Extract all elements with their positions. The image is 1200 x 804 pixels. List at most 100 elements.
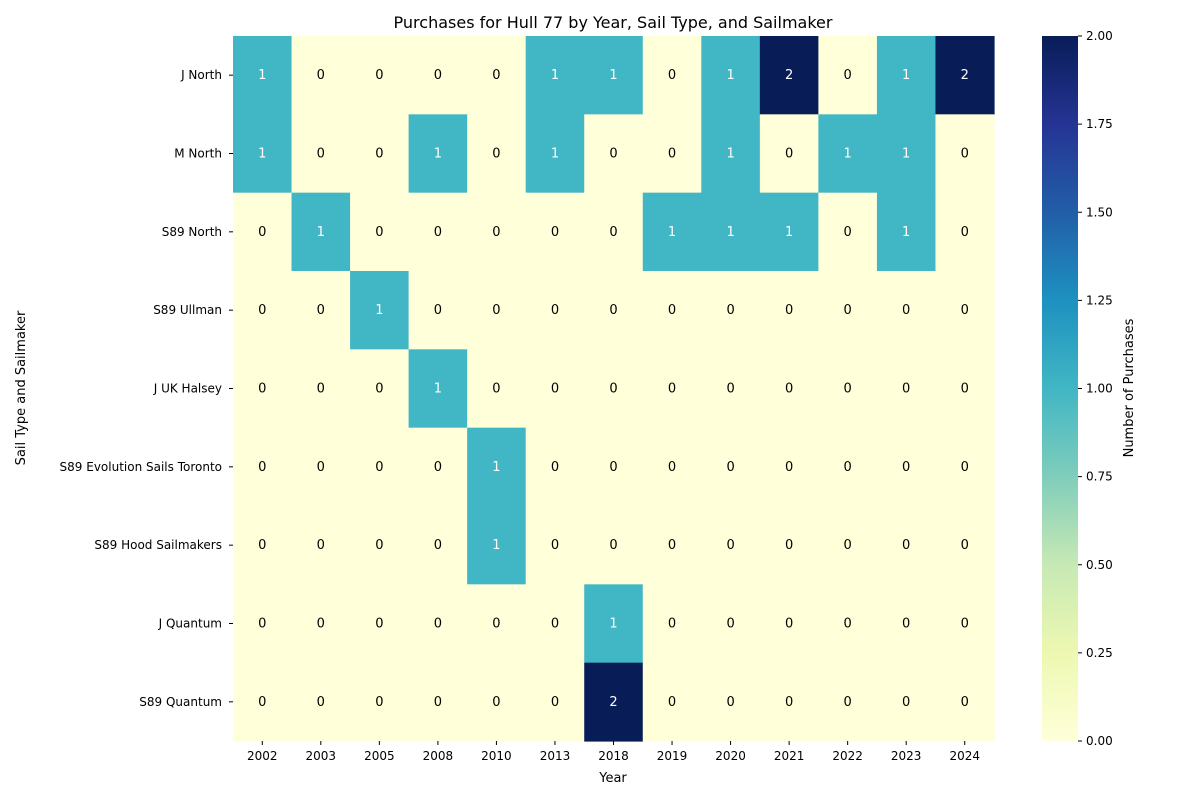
heatmap-cell bbox=[291, 506, 351, 585]
heatmap-cell bbox=[408, 114, 468, 194]
heatmap-cell bbox=[350, 427, 410, 507]
cell-value-label: 0 bbox=[258, 303, 266, 318]
cell-value-label: 1 bbox=[551, 68, 559, 83]
heatmap-cell bbox=[642, 36, 702, 115]
heatmap-cell bbox=[876, 506, 937, 585]
heatmap-cell bbox=[818, 584, 878, 664]
heatmap-cell bbox=[759, 662, 819, 742]
heatmap-cell bbox=[525, 271, 585, 350]
heatmap-cell bbox=[467, 427, 527, 507]
cell-value-label: 0 bbox=[375, 225, 383, 240]
cell-value-label: 1 bbox=[902, 147, 910, 162]
heatmap-cell bbox=[525, 662, 585, 742]
cell-value-label: 0 bbox=[726, 303, 734, 318]
cell-value-label: 2 bbox=[609, 695, 617, 710]
cell-value-label: 1 bbox=[609, 617, 617, 632]
cell-value-label: 0 bbox=[961, 617, 969, 632]
cell-value-label: 0 bbox=[668, 460, 676, 475]
cell-value-label: 0 bbox=[375, 460, 383, 475]
cell-value-label: 0 bbox=[258, 617, 266, 632]
cell-value-label: 0 bbox=[609, 538, 617, 553]
heatmap-cell bbox=[350, 349, 410, 429]
cell-value-label: 1 bbox=[317, 225, 325, 240]
cell-value-label: 0 bbox=[726, 538, 734, 553]
cell-value-label: 0 bbox=[726, 460, 734, 475]
heatmap-cell bbox=[584, 584, 644, 664]
y-tick-label: J UK Halsey bbox=[153, 382, 222, 396]
heatmap-cell bbox=[525, 427, 585, 507]
cell-value-label: 0 bbox=[492, 695, 500, 710]
colorbar-tick-label: 1.50 bbox=[1086, 205, 1113, 219]
heatmap-cell bbox=[876, 192, 937, 272]
colorbar-tick-label: 0.50 bbox=[1086, 558, 1113, 572]
cell-value-label: 0 bbox=[726, 695, 734, 710]
cell-value-label: 0 bbox=[902, 538, 910, 553]
heatmap-cell bbox=[701, 427, 761, 507]
heatmap-cell bbox=[350, 506, 410, 585]
y-axis-ticks: J North M North S89 North S89 Ullman J UK Ha… bbox=[60, 68, 233, 709]
heatmap-cell bbox=[642, 192, 702, 272]
cell-value-label: 1 bbox=[551, 147, 559, 162]
cell-value-label: 0 bbox=[668, 382, 676, 397]
x-tick-label: 2010 bbox=[481, 749, 512, 763]
cell-value-label: 0 bbox=[258, 460, 266, 475]
heatmap-cell bbox=[642, 349, 702, 429]
x-tick-label: 2022 bbox=[832, 749, 863, 763]
cell-value-label: 0 bbox=[375, 695, 383, 710]
cell-value-label: 0 bbox=[434, 225, 442, 240]
chart-title: Purchases for Hull 77 by Year, Sail Type… bbox=[394, 13, 833, 32]
cell-value-label: 0 bbox=[902, 695, 910, 710]
cell-value-label: 0 bbox=[844, 617, 852, 632]
cell-value-label: 0 bbox=[551, 538, 559, 553]
heatmap-cell bbox=[935, 36, 995, 115]
heatmap-cell bbox=[291, 271, 351, 350]
heatmap-cell bbox=[701, 584, 761, 664]
cell-value-label: 0 bbox=[434, 460, 442, 475]
heatmap-cell bbox=[408, 36, 468, 115]
x-tick-label: 2018 bbox=[598, 749, 629, 763]
cell-value-label: 0 bbox=[785, 303, 793, 318]
heatmap-cell bbox=[642, 271, 702, 350]
heatmap-cell bbox=[701, 271, 761, 350]
cell-value-label: 0 bbox=[609, 382, 617, 397]
cell-value-label: 0 bbox=[902, 303, 910, 318]
heatmap-cell bbox=[291, 427, 351, 507]
heatmap-cell bbox=[525, 192, 585, 272]
heatmap-cell bbox=[935, 427, 995, 507]
heatmap-cell bbox=[350, 271, 410, 350]
cell-value-label: 0 bbox=[551, 225, 559, 240]
cell-value-label: 0 bbox=[317, 382, 325, 397]
cell-value-label: 0 bbox=[317, 147, 325, 162]
heatmap-cell bbox=[642, 506, 702, 585]
heatmap-cell bbox=[759, 584, 819, 664]
cell-value-label: 0 bbox=[609, 147, 617, 162]
heatmap-cell bbox=[584, 36, 644, 115]
cell-value-label: 0 bbox=[668, 303, 676, 318]
cell-value-label: 1 bbox=[902, 225, 910, 240]
heatmap-cell bbox=[701, 192, 761, 272]
heatmap-cell bbox=[233, 114, 293, 194]
cell-value-label: 0 bbox=[434, 617, 442, 632]
heatmap-cell bbox=[759, 427, 819, 507]
colorbar-tick-label: 0.75 bbox=[1086, 470, 1113, 484]
heatmap-cell bbox=[350, 36, 410, 115]
heatmap-cell bbox=[818, 662, 878, 742]
cell-value-label: 0 bbox=[668, 68, 676, 83]
colorbar-tick-label: 1.25 bbox=[1086, 293, 1113, 307]
cell-value-label: 0 bbox=[492, 147, 500, 162]
heatmap-cell bbox=[233, 271, 293, 350]
cell-value-label: 0 bbox=[551, 382, 559, 397]
x-tick-label: 2019 bbox=[657, 749, 688, 763]
heatmap-cell bbox=[935, 192, 995, 272]
x-tick-label: 2008 bbox=[423, 749, 454, 763]
cell-value-label: 0 bbox=[785, 147, 793, 162]
cell-value-label: 0 bbox=[961, 303, 969, 318]
cell-value-label: 1 bbox=[375, 303, 383, 318]
heatmap-cell bbox=[291, 662, 351, 742]
heatmap-cell bbox=[350, 114, 410, 194]
colorbar-tick-label: 2.00 bbox=[1086, 29, 1113, 43]
heatmap-cell bbox=[350, 662, 410, 742]
x-axis-ticks: 2002 2003 2005 2008 2010 2013 2018 2019 2020 2021… bbox=[247, 741, 980, 763]
cell-value-label: 0 bbox=[902, 460, 910, 475]
heatmap-cell bbox=[291, 349, 351, 429]
